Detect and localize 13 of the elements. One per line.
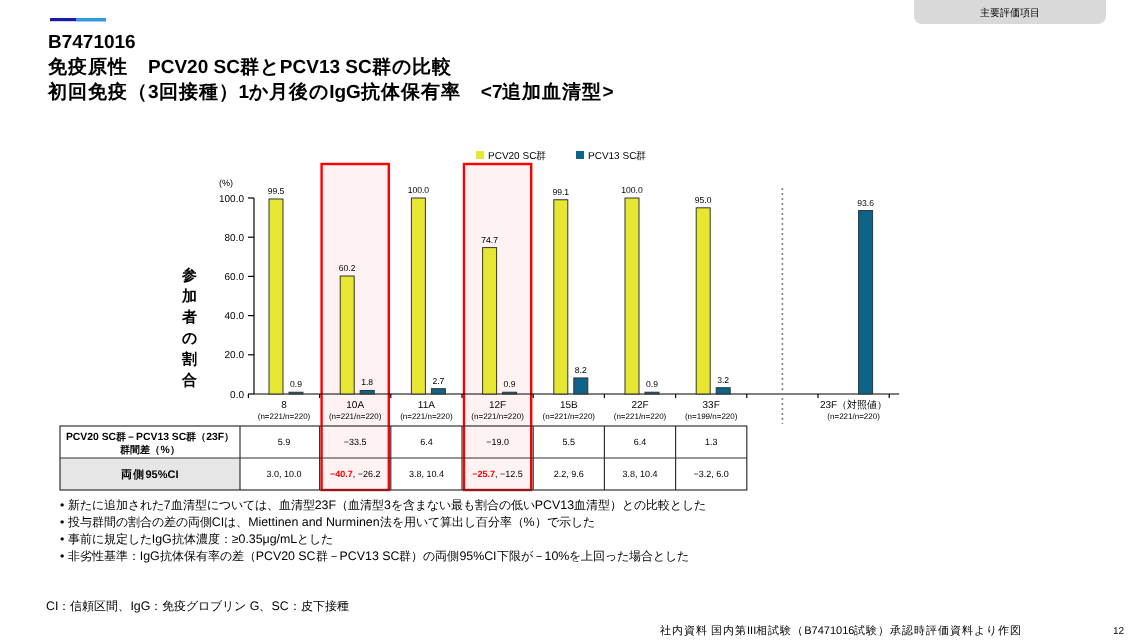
bar — [858, 210, 874, 395]
bar — [624, 197, 640, 395]
bar — [339, 275, 355, 395]
bar — [268, 198, 284, 395]
bar — [482, 247, 498, 395]
bar — [430, 388, 446, 395]
chart-subtitle: 初回免疫（3回接種）1か月後のIgG抗体保有率 <7追加血清型> — [46, 80, 615, 104]
bar — [715, 387, 731, 395]
bar — [553, 199, 569, 395]
bar — [410, 197, 426, 395]
bar — [573, 377, 589, 395]
chart-title: B7471016 免疫原性 PCV20 SC群とPCV13 SC群の比較 — [46, 32, 454, 79]
bar — [695, 207, 711, 395]
